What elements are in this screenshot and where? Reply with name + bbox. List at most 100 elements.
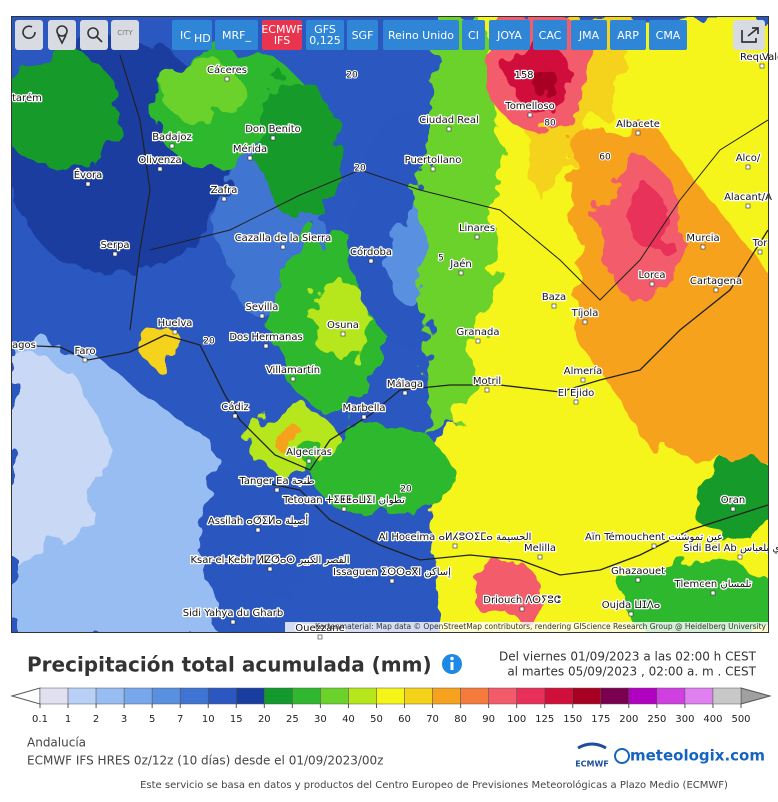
- model-button[interactable]: ARP: [610, 20, 646, 50]
- city-label: Vale: [762, 52, 778, 63]
- city-label: Cazalla de la Sierra: [235, 233, 332, 244]
- city-label: Villamartín: [266, 364, 320, 376]
- legend-tick-label: 40: [342, 714, 355, 725]
- model-button[interactable]: IC HD: [172, 20, 212, 50]
- button-label: Reino Unido: [388, 29, 454, 42]
- city-marker: [730, 506, 736, 512]
- legend-tick-label: 70: [426, 714, 439, 725]
- city-label: El Ejido: [558, 388, 595, 399]
- city-marker: [402, 390, 408, 396]
- city-marker: [267, 566, 273, 572]
- city-marker: [737, 554, 743, 560]
- city-marker: [430, 166, 436, 172]
- map: [12, 17, 768, 632]
- button-sub: IFS: [274, 34, 290, 47]
- legend-swatch: [67, 687, 97, 705]
- button-label: CAC: [539, 29, 562, 42]
- legend-tick-label: 100: [507, 714, 526, 725]
- city-marker: [757, 249, 763, 255]
- legend-swatch: [712, 687, 742, 705]
- city-label: Jaén: [449, 258, 472, 270]
- legend-tick-label: 150: [563, 714, 582, 725]
- city-label: Al Hoceima ⴰⵍⵃⵓⵙⵉⵎⴰ الحسيمة: [379, 532, 532, 543]
- legend-swatch: [544, 687, 574, 705]
- max-value-label: 158: [514, 70, 533, 81]
- legend-tick-label: 2: [93, 714, 99, 725]
- legend-tick-label: 5: [149, 714, 155, 725]
- model-button[interactable]: JMA: [571, 20, 607, 50]
- city-label: Puertollano: [405, 155, 462, 166]
- city-marker: [452, 543, 458, 549]
- city-marker: [580, 377, 586, 383]
- city-marker: [745, 164, 751, 170]
- attribution: Kartenmaterial: Map data © OpenStreetMap…: [315, 622, 767, 631]
- legend-swatch: [460, 687, 489, 705]
- brand[interactable]: meteologix.com: [630, 747, 765, 765]
- share-button[interactable]: [733, 20, 765, 50]
- city-label: Cádiz: [221, 401, 249, 413]
- city-label: Alacant/A: [724, 192, 772, 203]
- legend-swatch: [628, 687, 658, 705]
- city-marker: [474, 234, 480, 240]
- city-label: Baza: [542, 292, 566, 303]
- city-label: Osuna: [327, 320, 359, 331]
- city-marker: [368, 258, 374, 264]
- city-label: Don Benito: [245, 124, 301, 135]
- city-marker: [649, 281, 655, 287]
- city-label: Granada: [457, 327, 500, 338]
- legend-swatch: [404, 687, 433, 705]
- city-marker: [745, 203, 751, 209]
- city-label: Faro: [75, 346, 96, 357]
- zoom-button[interactable]: [80, 20, 108, 50]
- city-marker: [85, 181, 91, 187]
- legend: 0.1 1 2 3 5 7 10 15 20 25 30 40 50 60 70 80 90 100 125 150 1…: [10, 687, 772, 725]
- model-button[interactable]: CI: [462, 20, 485, 50]
- model-button[interactable]: SGF: [347, 20, 378, 50]
- city-label: Ciudad Real: [419, 115, 479, 126]
- legend-tick-label: 200: [619, 714, 638, 725]
- legend-swatch: [207, 687, 237, 705]
- city-button-label: CITY: [117, 29, 133, 37]
- city-marker: [340, 331, 346, 337]
- legend-swatch: [123, 687, 153, 705]
- location-button[interactable]: [48, 20, 76, 50]
- city-label: Dos Hermanas: [229, 332, 302, 343]
- city-marker: [573, 399, 579, 405]
- city-marker: [635, 577, 641, 583]
- contour-label: 5: [438, 254, 444, 264]
- model-button[interactable]: Reino Unido: [383, 20, 459, 50]
- city-label: Murcia: [686, 233, 719, 244]
- city-marker: [230, 619, 236, 625]
- city-marker: [221, 196, 227, 202]
- city-label: Linares: [459, 223, 495, 234]
- city-marker: [263, 343, 269, 349]
- legend-tick-label: 25: [286, 714, 299, 725]
- button-bg: [610, 20, 646, 50]
- refresh-button[interactable]: [15, 20, 43, 50]
- city-marker: [475, 338, 481, 344]
- legend-swatch: [179, 687, 209, 705]
- city-label: Alco/: [736, 153, 761, 164]
- model-button[interactable]: MRF_: [215, 20, 258, 50]
- legend-swatch: [264, 687, 293, 705]
- button-label: IC: [180, 29, 191, 42]
- legend-tick-label: 175: [591, 714, 610, 725]
- date-from: Del viernes 01/09/2023 a las 02:00 h CES…: [499, 650, 757, 664]
- city-label: Melilla: [524, 543, 556, 554]
- city-button[interactable]: [111, 20, 139, 50]
- info-icon[interactable]: [442, 654, 462, 674]
- city-label: Málaga: [387, 378, 423, 390]
- city-label: Olivenza: [138, 155, 181, 166]
- model-button[interactable]: CAC: [533, 20, 567, 50]
- legend-tick-label: 50: [370, 714, 383, 725]
- model-button[interactable]: CMA: [649, 20, 687, 50]
- button-label: ARP: [617, 29, 639, 42]
- legend-tick-label: 10: [202, 714, 215, 725]
- model-button[interactable]: JOYA: [489, 20, 530, 50]
- city-label: Cáceres: [207, 64, 247, 76]
- city-marker: [537, 554, 543, 560]
